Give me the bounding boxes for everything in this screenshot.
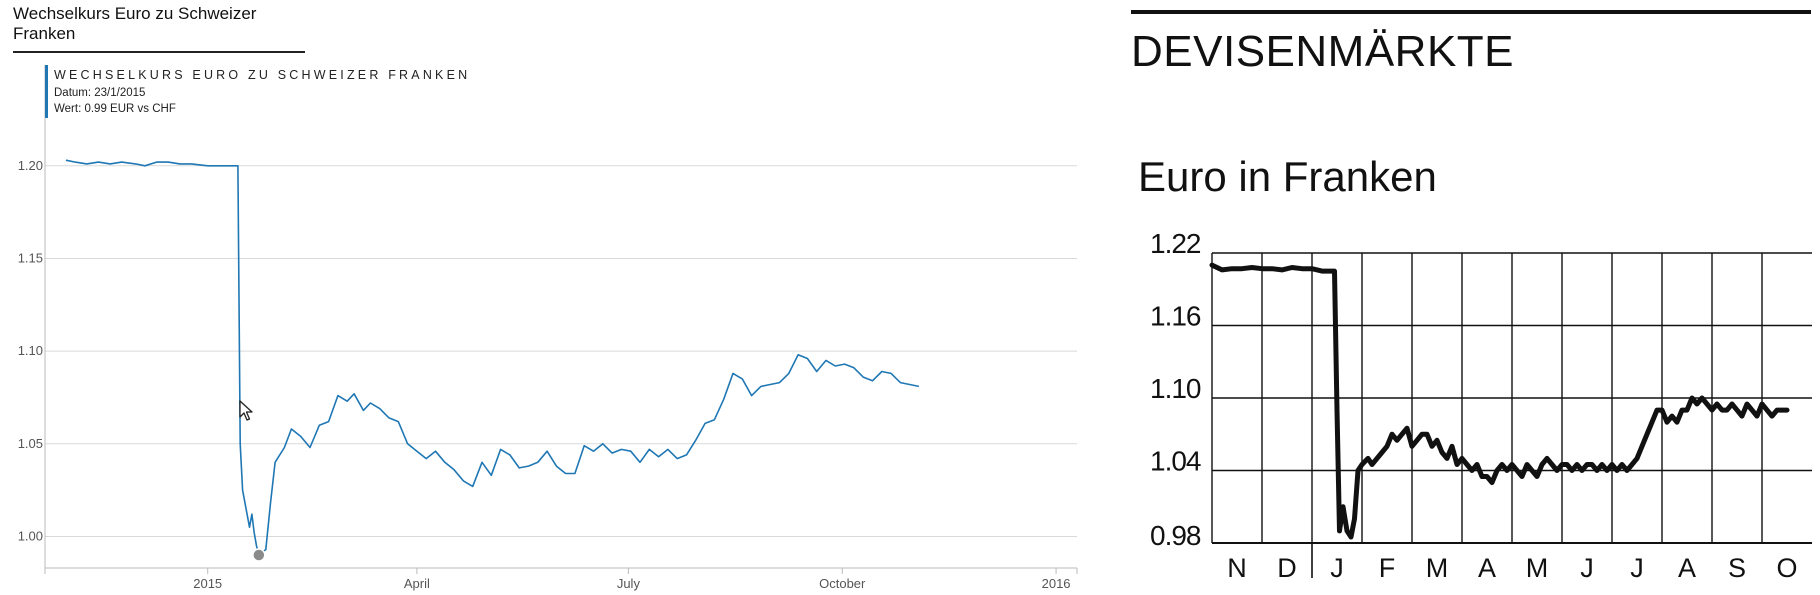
highlight-point [252,548,266,562]
y-tick-label: 1.10 [1150,373,1201,404]
page-tab[interactable]: Wechselkurs Euro zu Schweizer Franken [13,4,305,53]
chart-tooltip: WECHSELKURS EURO ZU SCHWEIZER FRANKEN Da… [45,65,470,118]
x-tick-label: N [1227,553,1247,583]
section-rule [1131,10,1811,14]
y-tick-label: 1.04 [1150,446,1201,477]
tooltip-date: Datum: 23/1/2015 [54,87,146,99]
x-tick-label: J [1630,553,1644,583]
x-tick-label: D [1277,553,1297,583]
x-tick-label: F [1379,553,1396,583]
y-tick-label: 1.15 [18,250,43,265]
series-line [1209,262,1790,540]
tooltip-title: WECHSELKURS EURO ZU SCHWEIZER FRANKEN [54,68,471,82]
y-tick-label: 1.20 [18,158,43,173]
y-tick-label: 1.00 [18,528,43,543]
y-tick-label: 1.05 [18,436,43,451]
chart-title: Euro in Franken [1138,153,1437,200]
tooltip-value: Wert: 0.99 EUR vs CHF [54,103,176,115]
y-tick-label: 1.22 [1150,228,1201,259]
x-tick-label: October [819,576,866,591]
x-tick-label: M [1426,553,1449,583]
x-tick-label: April [404,576,430,591]
x-tick-label: A [1478,553,1496,583]
x-tick-label: A [1678,553,1696,583]
series-line [65,159,920,556]
x-tick-label: July [617,576,641,591]
x-tick-label: J [1580,553,1594,583]
mouse-cursor-icon [239,400,253,421]
x-tick-label: O [1776,553,1797,583]
x-tick-label: M [1526,553,1549,583]
exchange-rate-chart-interactive[interactable]: 1.00 1.05 1.10 1.15 1.20 2015 April July October… [0,0,1100,595]
x-tick-label: 2016 [1042,576,1071,591]
section-heading: DEVISENMÄRKTE [1131,27,1515,76]
y-tick-label: 0.98 [1150,520,1201,551]
x-tick-label: 2015 [193,576,222,591]
x-tick-label: S [1728,553,1746,583]
y-tick-label: 1.10 [18,343,43,358]
y-tick-label: 1.16 [1150,301,1201,332]
x-tick-label: J [1330,553,1344,583]
